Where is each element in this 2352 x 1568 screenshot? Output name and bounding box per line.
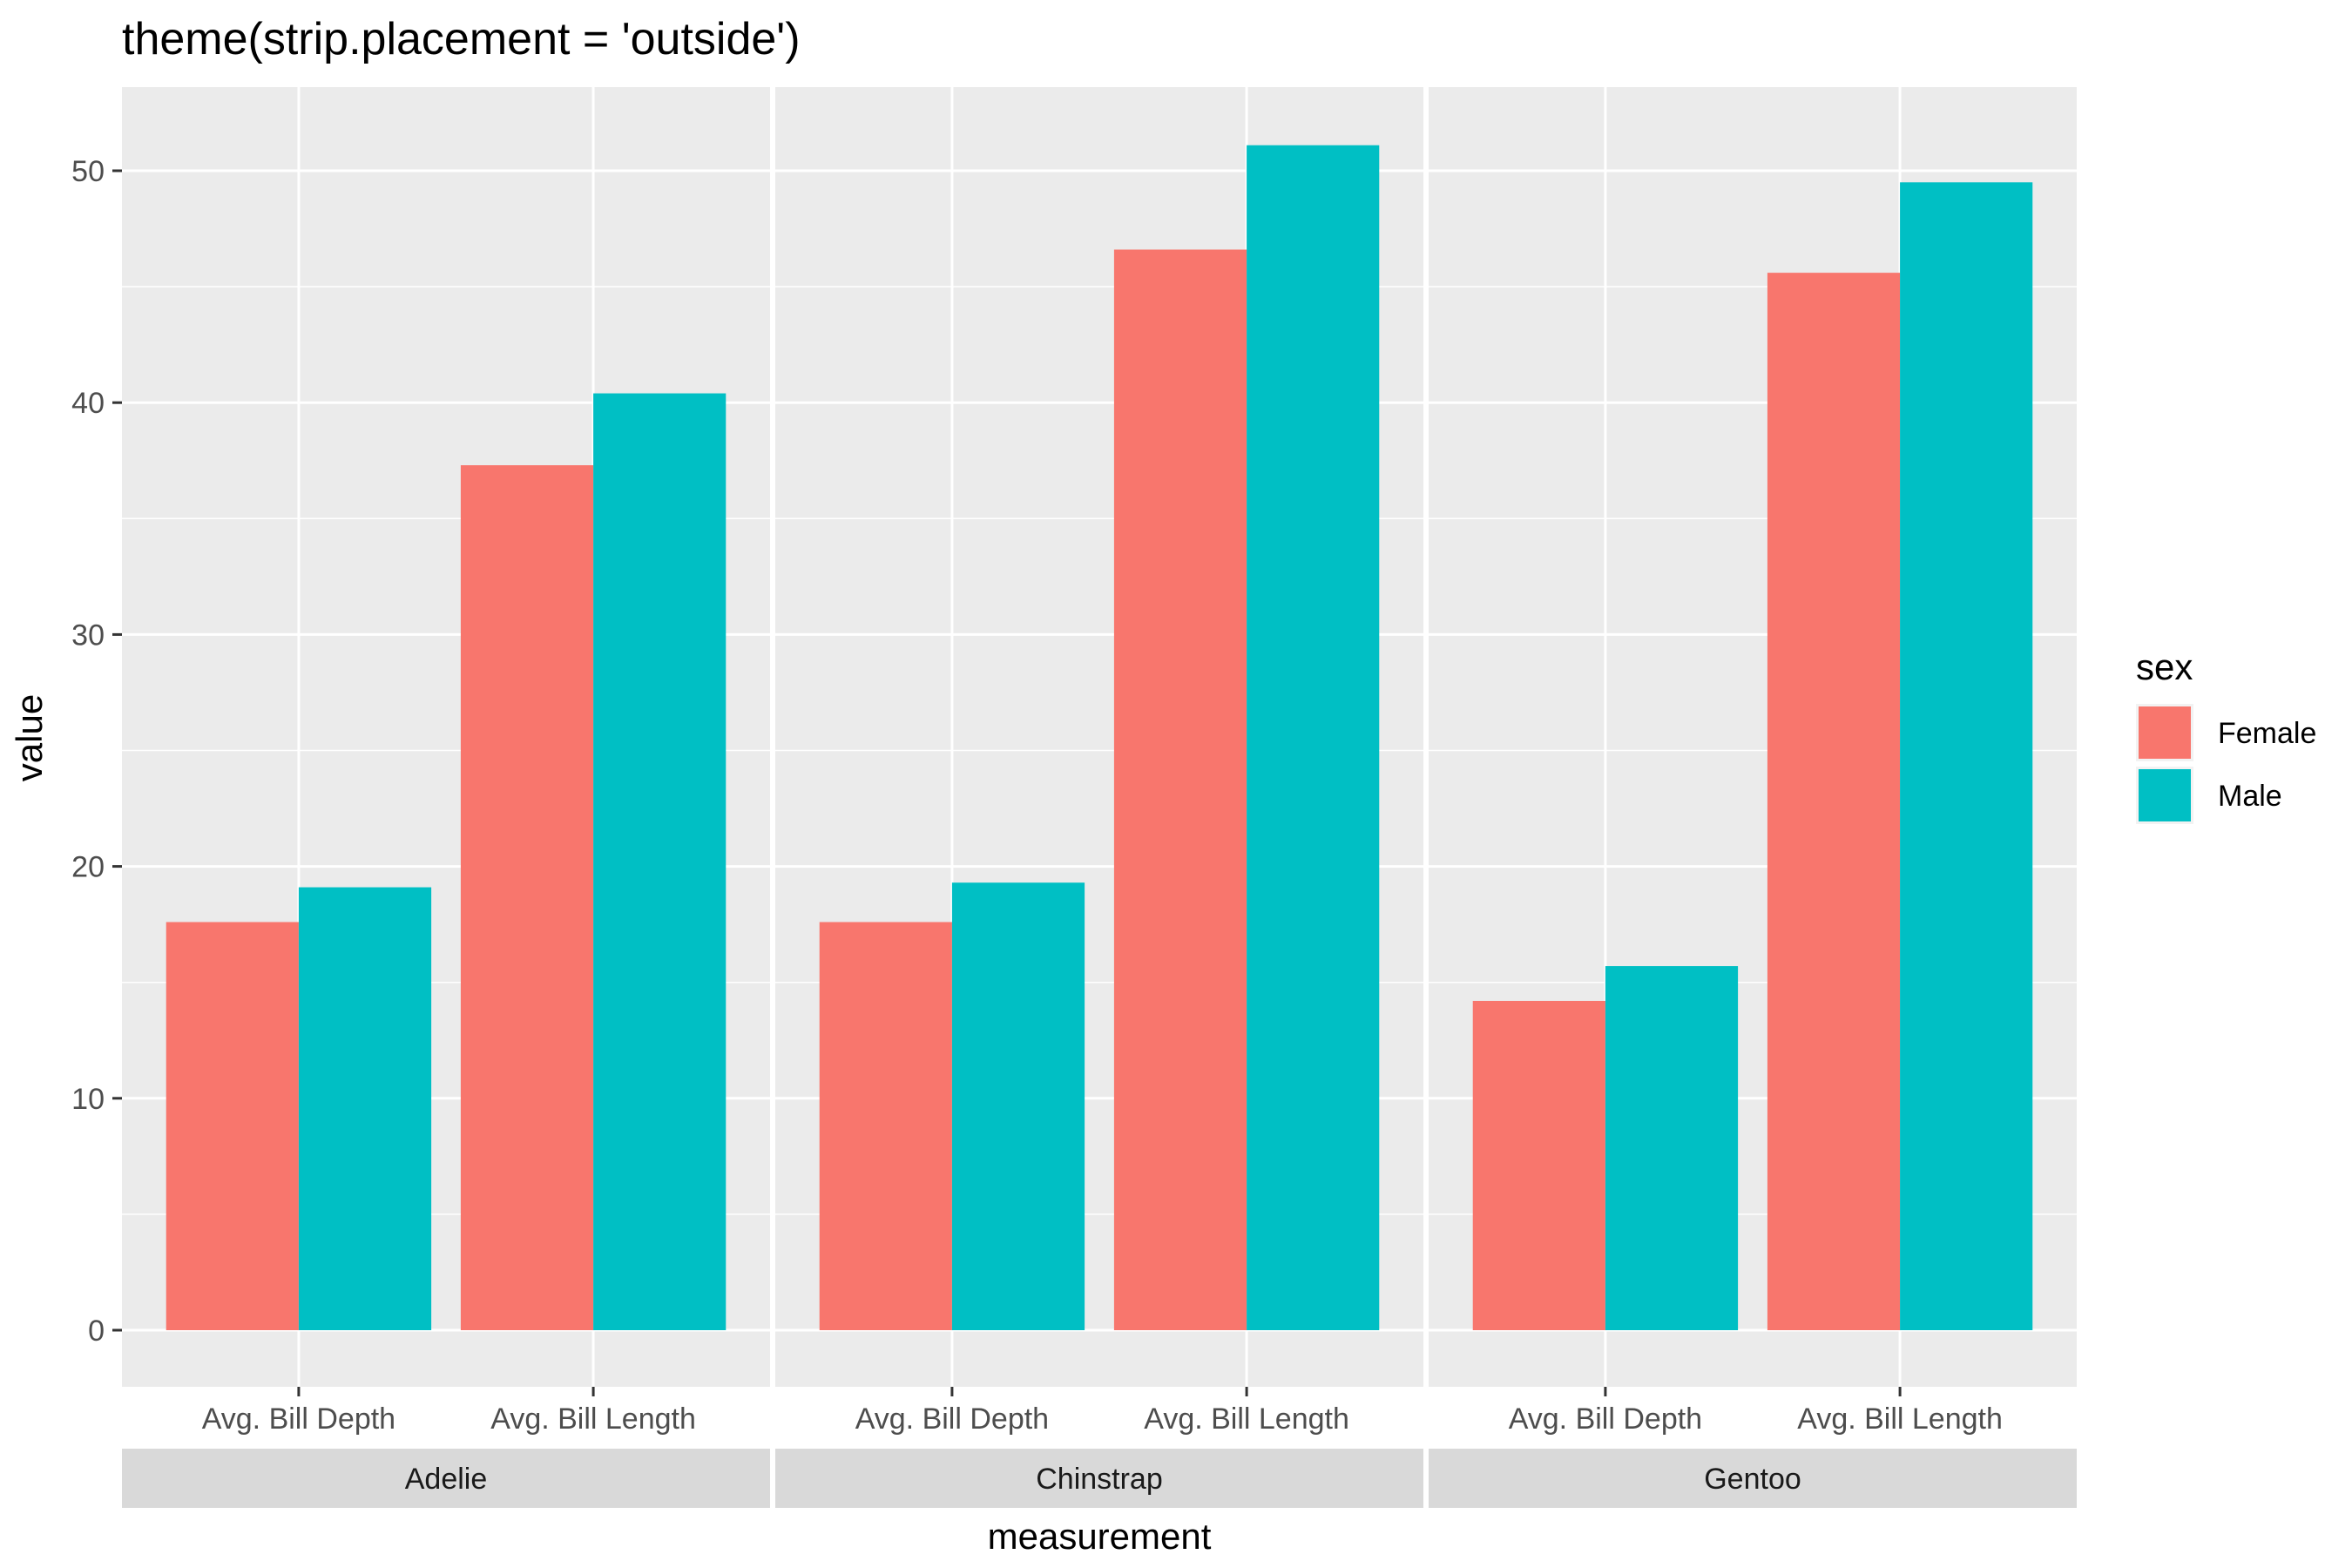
- x-tick-label: Avg. Bill Length: [490, 1402, 696, 1436]
- facet-strip-label: Chinstrap: [1036, 1463, 1163, 1496]
- facet-strip: [775, 1449, 1423, 1508]
- bar-female-gentoo-depth: [1472, 1000, 1605, 1330]
- facet-strip-label: Adelie: [405, 1463, 488, 1496]
- y-tick-label: 20: [71, 851, 105, 884]
- bar-male-chinstrap-length: [1247, 145, 1380, 1330]
- x-tick-label: Avg. Bill Length: [1797, 1402, 2003, 1436]
- y-axis-title: value: [9, 694, 50, 781]
- bar-female-adelie-length: [460, 465, 594, 1330]
- bar-male-chinstrap-depth: [951, 882, 1085, 1330]
- y-tick-label: 50: [71, 155, 105, 188]
- x-tick-label: Avg. Bill Depth: [1509, 1402, 1702, 1436]
- facet-strip: [122, 1449, 770, 1508]
- facet-panel-chinstrap: Avg. Bill Depth Avg. Bill Length Chinstrap: [775, 87, 1423, 1508]
- legend-label-female: Female: [2218, 717, 2316, 750]
- bar-female-chinstrap-depth: [819, 922, 952, 1330]
- bar-female-adelie-depth: [166, 922, 299, 1330]
- legend-key-female: [2139, 706, 2191, 759]
- y-tick-label: 40: [71, 387, 105, 420]
- bar-male-gentoo-length: [1900, 182, 2033, 1330]
- y-tick-label: 0: [88, 1315, 105, 1348]
- y-tick-label: 10: [71, 1083, 105, 1116]
- legend-label-male: Male: [2218, 780, 2282, 813]
- legend-title: sex: [2136, 646, 2193, 687]
- legend-key-male: [2139, 769, 2191, 821]
- bar-male-adelie-length: [593, 393, 727, 1330]
- x-axis-title: measurement: [988, 1516, 1212, 1557]
- x-tick-label: Avg. Bill Depth: [855, 1402, 1049, 1436]
- legend: sex Female Male: [2136, 646, 2316, 824]
- facet-strip-label: Gentoo: [1704, 1463, 1801, 1496]
- bar-male-gentoo-depth: [1605, 966, 1739, 1330]
- facet-panel-gentoo: Avg. Bill Depth Avg. Bill Length Gentoo: [1429, 87, 2077, 1508]
- x-tick-label: Avg. Bill Length: [1144, 1402, 1349, 1436]
- y-tick-label: 30: [71, 618, 105, 652]
- bar-female-chinstrap-length: [1113, 249, 1247, 1330]
- facet-panels: Avg. Bill Depth Avg. Bill LengthAdelieAvg…: [122, 87, 2077, 1508]
- bar-female-gentoo-length: [1767, 273, 1901, 1331]
- facet-strip: [1429, 1449, 2077, 1508]
- bar-male-adelie-depth: [298, 887, 432, 1330]
- y-axis: 0 10 20 30 40 50: [71, 155, 122, 1348]
- x-tick-label: Avg. Bill Depth: [202, 1402, 395, 1436]
- chart-title: theme(strip.placement = 'outside'): [122, 14, 801, 64]
